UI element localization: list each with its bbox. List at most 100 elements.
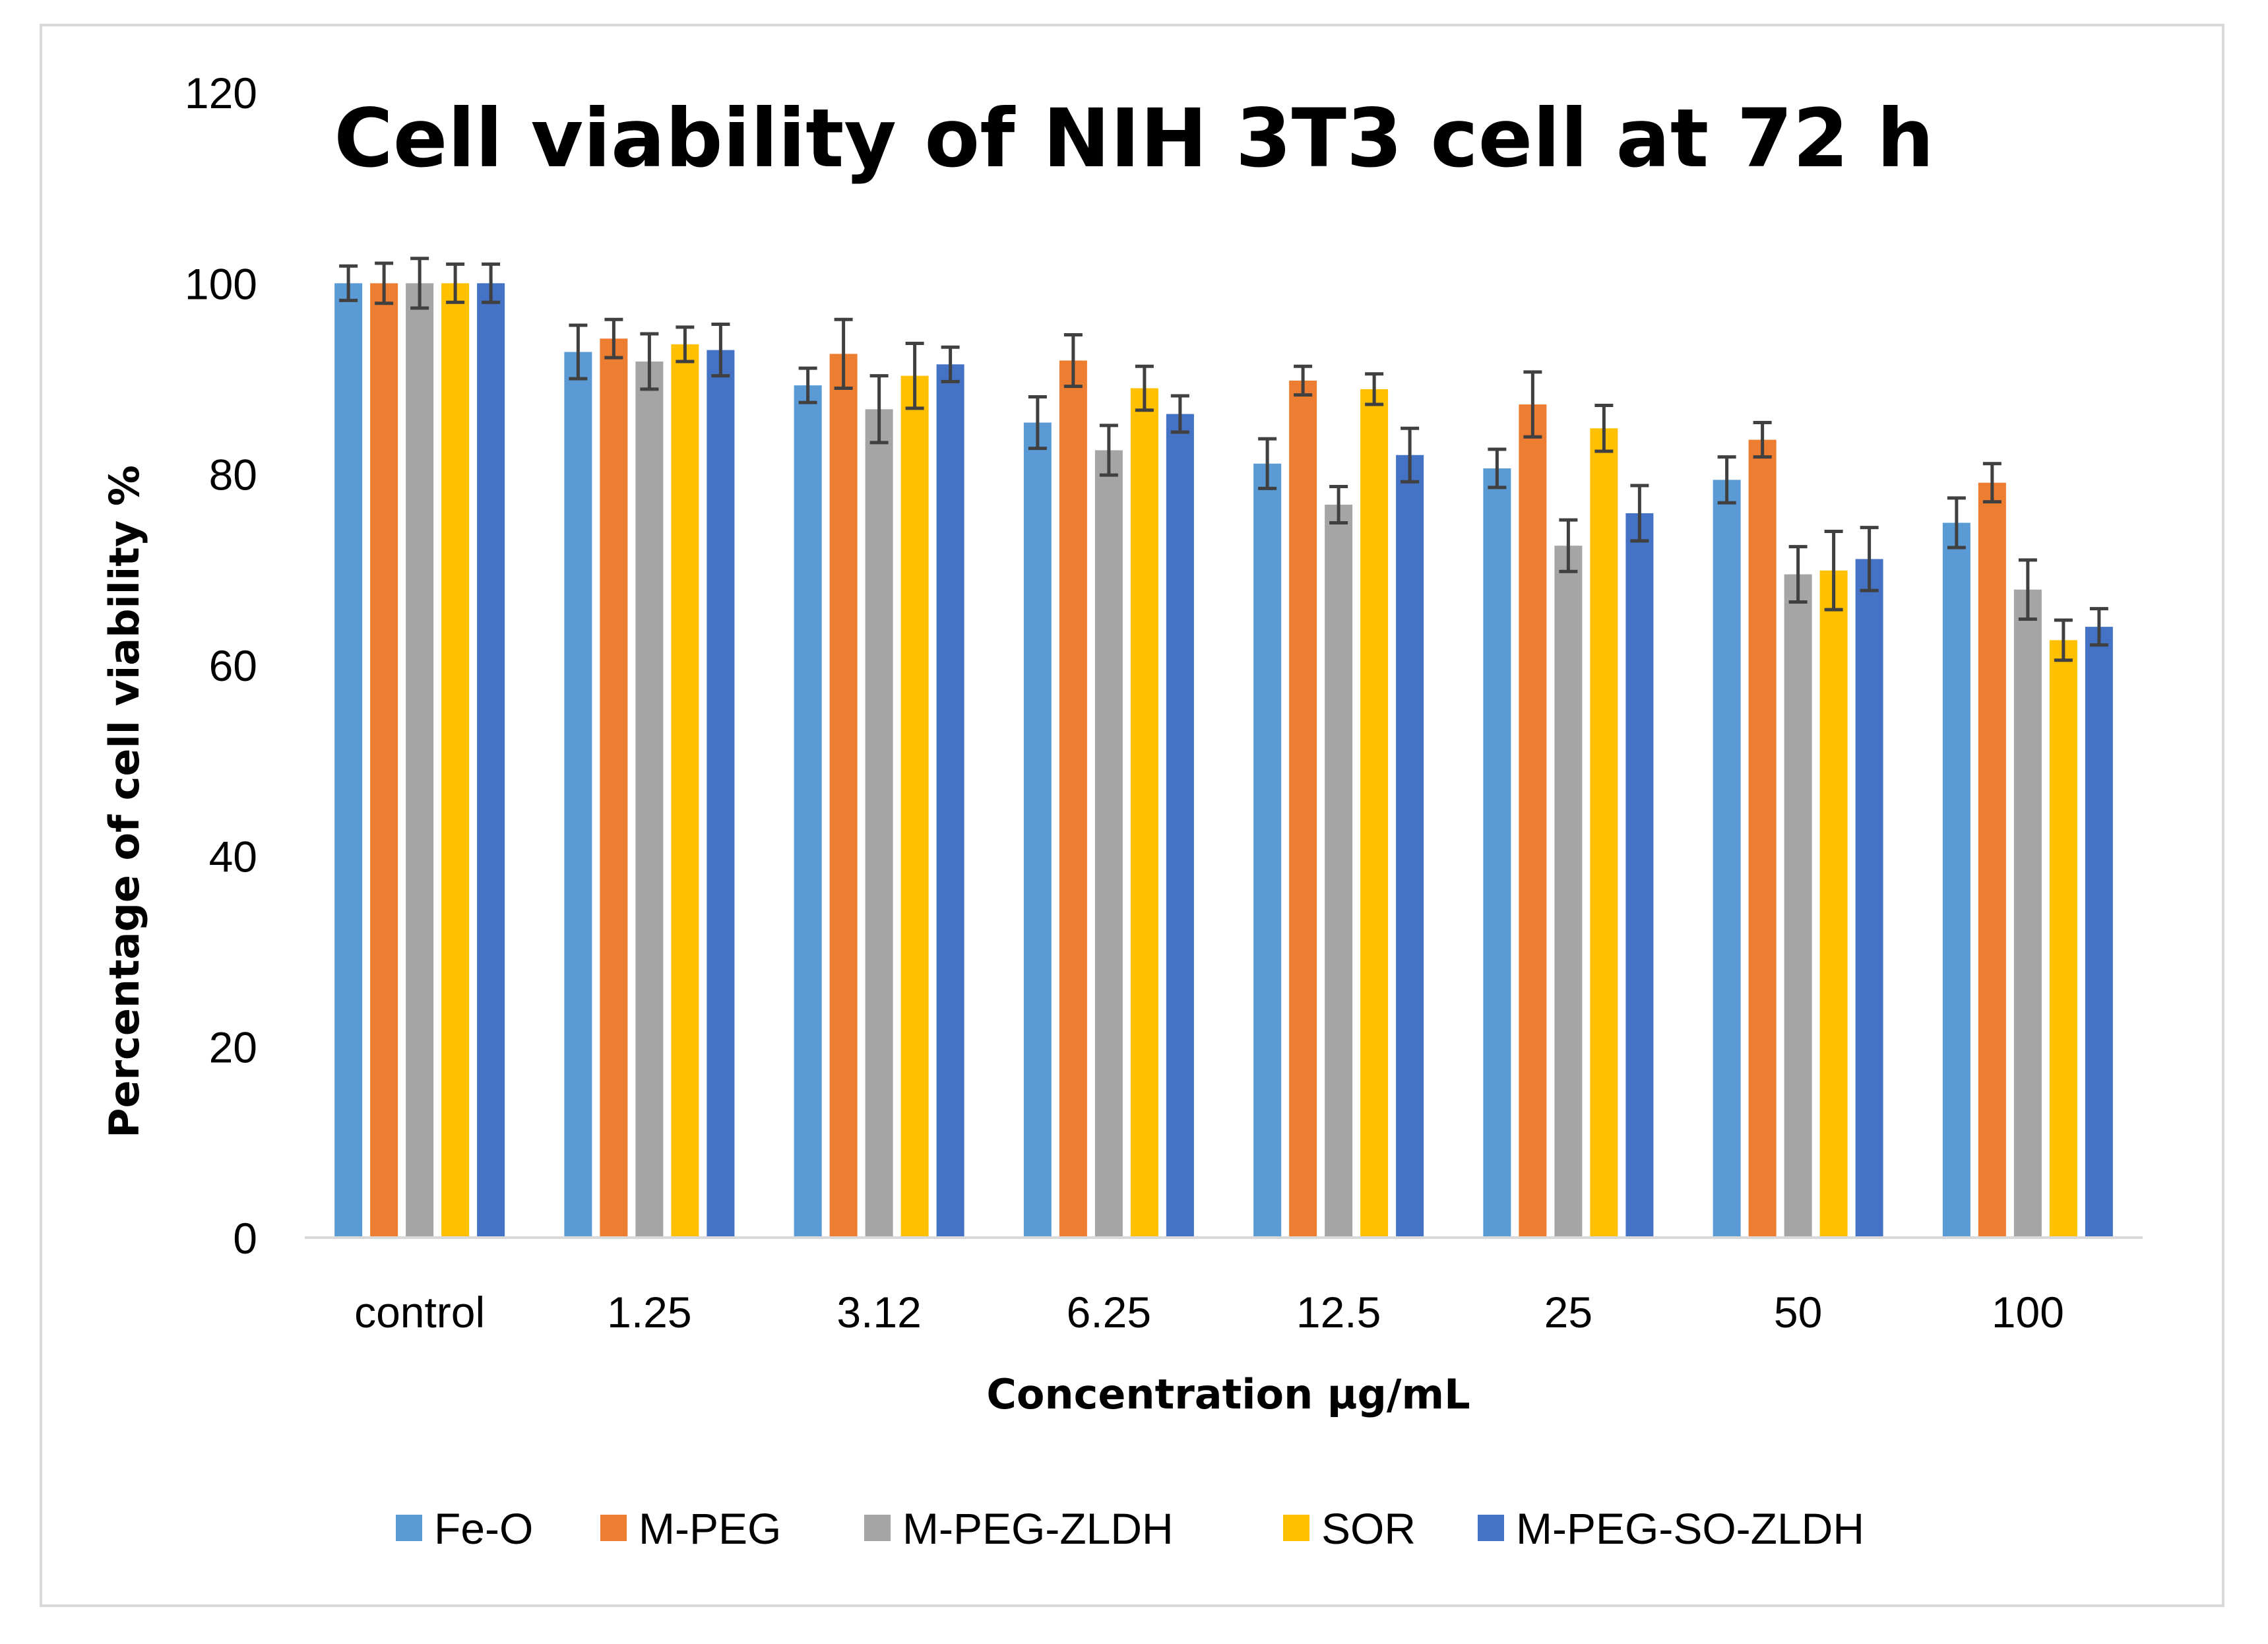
error-bar-m-peg-100 bbox=[1982, 462, 2001, 504]
legend-label: Fe-O bbox=[434, 1504, 533, 1553]
error-bar-fe-o-50 bbox=[1717, 455, 1736, 505]
y-tick-label: 40 bbox=[209, 832, 257, 881]
bar-sor-12.5 bbox=[1360, 389, 1389, 1238]
legend-label: M-PEG bbox=[639, 1504, 781, 1553]
error-bar-m-peg-50 bbox=[1753, 421, 1772, 459]
bar-sor-25 bbox=[1590, 428, 1618, 1238]
legend-swatch bbox=[396, 1515, 422, 1541]
bar-m-peg-so-zldh-1.25 bbox=[707, 350, 735, 1238]
bar-sor-6.25 bbox=[1130, 388, 1158, 1238]
bar-m-peg-6.25 bbox=[1059, 360, 1087, 1238]
bar-fe-o-100 bbox=[1942, 522, 1970, 1238]
bar-m-peg-3.12 bbox=[829, 354, 858, 1238]
x-tick-label: 25 bbox=[1544, 1288, 1592, 1337]
bar-fe-o-12.5 bbox=[1253, 463, 1282, 1238]
legend-swatch bbox=[1478, 1515, 1504, 1541]
error-bar-m-peg-zldh-50 bbox=[1788, 545, 1808, 604]
legend-label: M-PEG-ZLDH bbox=[902, 1504, 1174, 1553]
error-bar-fe-o-1.25 bbox=[569, 323, 588, 381]
bar-sor-3.12 bbox=[900, 375, 929, 1238]
x-tick-label: 6.25 bbox=[1067, 1288, 1151, 1337]
x-axis-title: Concentration µg/mL bbox=[986, 1370, 1470, 1418]
error-bar-sor-50 bbox=[1824, 529, 1843, 612]
error-bar-m-peg-so-zldh-12.5 bbox=[1401, 426, 1420, 484]
x-tick-label: 3.12 bbox=[836, 1288, 921, 1337]
legend-swatch bbox=[1283, 1515, 1309, 1541]
error-bar-fe-o-12.5 bbox=[1258, 437, 1277, 490]
bar-series-group bbox=[334, 283, 2113, 1238]
error-bar-m-peg-3.12 bbox=[834, 317, 853, 390]
bar-m-peg-zldh-50 bbox=[1784, 574, 1812, 1238]
y-tick-label: 100 bbox=[185, 259, 257, 308]
y-tick-label: 80 bbox=[209, 451, 257, 499]
x-tick-label: 50 bbox=[1774, 1288, 1822, 1337]
legend-item-m-peg-zldh: M-PEG-ZLDH bbox=[864, 1504, 1174, 1553]
legend-label: M-PEG-SO-ZLDH bbox=[1516, 1504, 1864, 1553]
bar-m-peg-1.25 bbox=[600, 338, 628, 1238]
bar-fe-o-25 bbox=[1483, 468, 1511, 1238]
legend-item-m-peg: M-PEG bbox=[600, 1504, 781, 1553]
bar-fe-o-6.25 bbox=[1023, 422, 1052, 1238]
bar-m-peg-so-zldh-6.25 bbox=[1166, 414, 1194, 1238]
bar-sor-control bbox=[441, 283, 470, 1238]
bar-sor-50 bbox=[1819, 570, 1848, 1238]
error-bar-fe-o-100 bbox=[1947, 496, 1966, 550]
y-tick-label: 60 bbox=[209, 641, 257, 690]
legend-swatch bbox=[864, 1515, 891, 1541]
error-bar-fe-o-control bbox=[339, 264, 358, 302]
bar-m-peg-zldh-25 bbox=[1554, 546, 1583, 1238]
bar-m-peg-control bbox=[370, 283, 398, 1238]
error-bar-sor-control bbox=[446, 262, 465, 304]
legend-item-sor: SOR bbox=[1283, 1504, 1416, 1553]
legend-item-m-peg-so-zldh: M-PEG-SO-ZLDH bbox=[1478, 1504, 1864, 1553]
error-bar-m-peg-zldh-6.25 bbox=[1099, 424, 1118, 477]
y-axis-title: Percentage of cell viability % bbox=[100, 465, 148, 1138]
error-bar-sor-25 bbox=[1594, 404, 1614, 453]
y-tick-label: 20 bbox=[209, 1023, 257, 1072]
y-tick-label: 0 bbox=[233, 1214, 257, 1263]
x-tick-label: 12.5 bbox=[1296, 1288, 1381, 1337]
error-bar-m-peg-zldh-control bbox=[410, 257, 429, 310]
bar-m-peg-so-zldh-50 bbox=[1855, 559, 1883, 1238]
bar-m-peg-50 bbox=[1748, 439, 1777, 1238]
legend-label: SOR bbox=[1321, 1504, 1416, 1553]
bar-m-peg-so-zldh-12.5 bbox=[1396, 455, 1424, 1238]
error-bar-m-peg-so-zldh-50 bbox=[1860, 526, 1879, 592]
bar-fe-o-3.12 bbox=[794, 385, 822, 1238]
bar-m-peg-zldh-12.5 bbox=[1325, 504, 1353, 1238]
x-axis-ticks: control 1.25 3.12 6.25 12.5 25 50 100 bbox=[354, 1288, 2064, 1337]
legend-swatch bbox=[600, 1515, 627, 1541]
error-bar-m-peg-6.25 bbox=[1063, 332, 1083, 389]
x-tick-label: 100 bbox=[1992, 1288, 2064, 1337]
error-bar-m-peg-so-zldh-1.25 bbox=[711, 323, 730, 378]
bar-m-peg-zldh-3.12 bbox=[865, 409, 893, 1238]
error-bar-sor-100 bbox=[2054, 618, 2073, 662]
error-bar-m-peg-1.25 bbox=[604, 317, 623, 360]
x-tick-label: 1.25 bbox=[607, 1288, 691, 1337]
bar-m-peg-12.5 bbox=[1289, 380, 1317, 1238]
error-bar-m-peg-zldh-100 bbox=[2018, 558, 2037, 621]
x-tick-label: control bbox=[354, 1288, 485, 1337]
bar-m-peg-zldh-100 bbox=[2013, 589, 2042, 1238]
error-bar-m-peg-so-zldh-control bbox=[482, 262, 501, 304]
chart-title: Cell viability of NIH 3T3 cell at 72 h bbox=[334, 92, 1934, 185]
bar-m-peg-zldh-control bbox=[406, 283, 434, 1238]
error-bars-group bbox=[339, 257, 2108, 662]
error-bar-m-peg-so-zldh-25 bbox=[1630, 484, 1649, 543]
error-bar-m-peg-zldh-3.12 bbox=[869, 374, 889, 445]
error-bar-m-peg-so-zldh-3.12 bbox=[941, 345, 960, 383]
y-tick-label: 120 bbox=[185, 69, 257, 117]
bar-m-peg-zldh-6.25 bbox=[1094, 450, 1123, 1238]
error-bar-m-peg-so-zldh-100 bbox=[2089, 607, 2108, 647]
bar-m-peg-so-zldh-control bbox=[477, 283, 505, 1238]
bar-m-peg-so-zldh-3.12 bbox=[936, 364, 964, 1238]
error-bar-m-peg-25 bbox=[1523, 370, 1542, 439]
error-bar-m-peg-zldh-1.25 bbox=[640, 332, 659, 391]
bar-fe-o-1.25 bbox=[564, 352, 592, 1238]
bar-m-peg-so-zldh-25 bbox=[1625, 513, 1654, 1238]
error-bar-sor-6.25 bbox=[1135, 364, 1154, 412]
bar-m-peg-zldh-1.25 bbox=[635, 361, 664, 1238]
error-bar-sor-3.12 bbox=[905, 341, 924, 410]
bar-fe-o-50 bbox=[1713, 480, 1741, 1238]
